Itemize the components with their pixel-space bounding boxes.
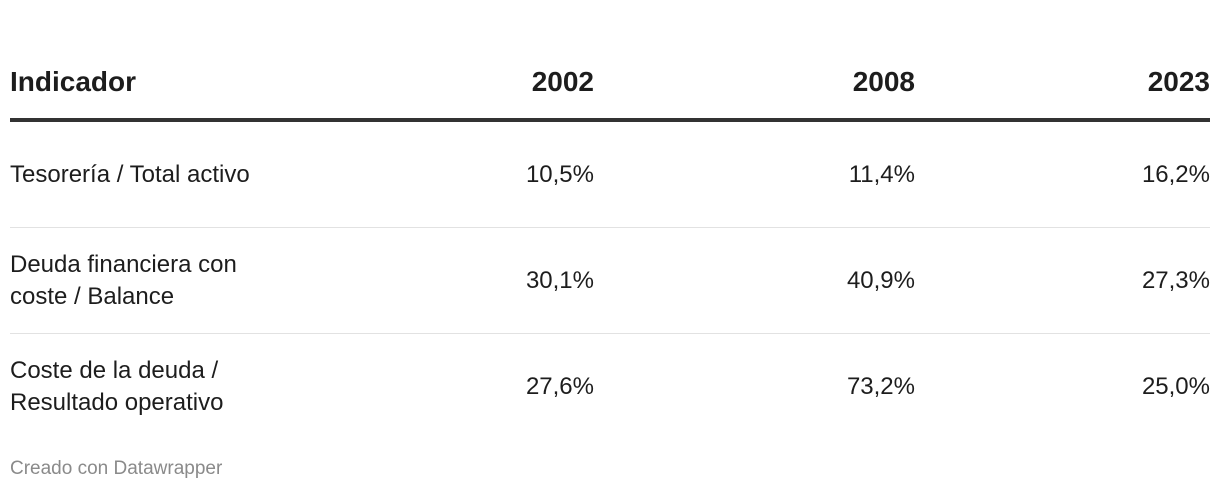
row-label: Deuda financiera con coste / Balance — [10, 227, 278, 334]
table-row: Coste de la deuda / Resultado operativo 2… — [10, 334, 1210, 440]
header-cell: 2023 — [915, 0, 1210, 122]
footer-credit: Creado con Datawrapper — [10, 458, 223, 479]
value-cell: 25,0% — [1141, 372, 1210, 400]
row-label: Tesorería / Total activo — [10, 120, 278, 228]
table-row: Deuda financiera con coste / Balance 30,1… — [10, 227, 1210, 334]
header-cell: Indicador — [10, 0, 278, 122]
table-body: Tesorería / Total activo 10,5% 11,4% 16,2% D… — [10, 120, 1210, 439]
data-table: Indicador 2002 2008 2023 Tesorería / Total … — [10, 0, 1210, 439]
header-cell: 2002 — [278, 0, 594, 122]
value-cell: 11,4% — [594, 120, 915, 228]
header-row: Indicador 2002 2008 2023 — [10, 0, 1210, 122]
value-cell: 30,1% — [278, 227, 594, 334]
value-cell: 10,5% — [278, 120, 594, 228]
value-cell: 27,3% — [915, 227, 1210, 334]
header-cell: 2008 — [594, 0, 915, 122]
value-cell: 16,2% — [915, 120, 1210, 228]
value-cell: 27,6% — [525, 372, 594, 400]
value-cell: 73,2% — [846, 372, 915, 400]
table-row: Tesorería / Total activo 10,5% 11,4% 16,2% — [10, 120, 1210, 228]
value-cell: 40,9% — [594, 227, 915, 334]
row-label: Coste de la deuda / Resultado operativo — [10, 356, 224, 416]
